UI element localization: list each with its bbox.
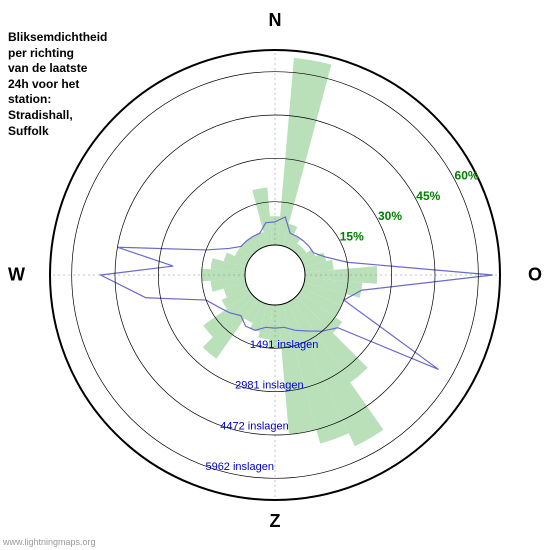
cardinal-west: W	[8, 265, 25, 286]
strike-ring-label: 4472 inslagen	[220, 420, 289, 432]
percent-ring-label: 60%	[455, 169, 479, 183]
percent-ring-label: 15%	[340, 230, 364, 244]
chart-title: Bliksemdichtheidper richtingvan de laats…	[8, 30, 107, 139]
percent-ring-label: 30%	[378, 209, 402, 223]
cardinal-south: Z	[270, 511, 281, 532]
polar-chart-container: 15% 30% 45% 60% 1491 inslagen 2981 inslagen 44…	[0, 0, 550, 550]
strike-ring-label: 2981 inslagen	[235, 380, 304, 392]
footer-attribution: www.lightningmaps.org	[3, 537, 96, 547]
center-hole	[245, 245, 305, 305]
cardinal-north: N	[269, 10, 282, 31]
percent-ring-label: 45%	[416, 189, 440, 203]
cardinal-east: O	[528, 265, 542, 286]
strike-ring-label: 1491 inslagen	[250, 339, 319, 351]
strike-ring-label: 5962 inslagen	[205, 461, 274, 473]
